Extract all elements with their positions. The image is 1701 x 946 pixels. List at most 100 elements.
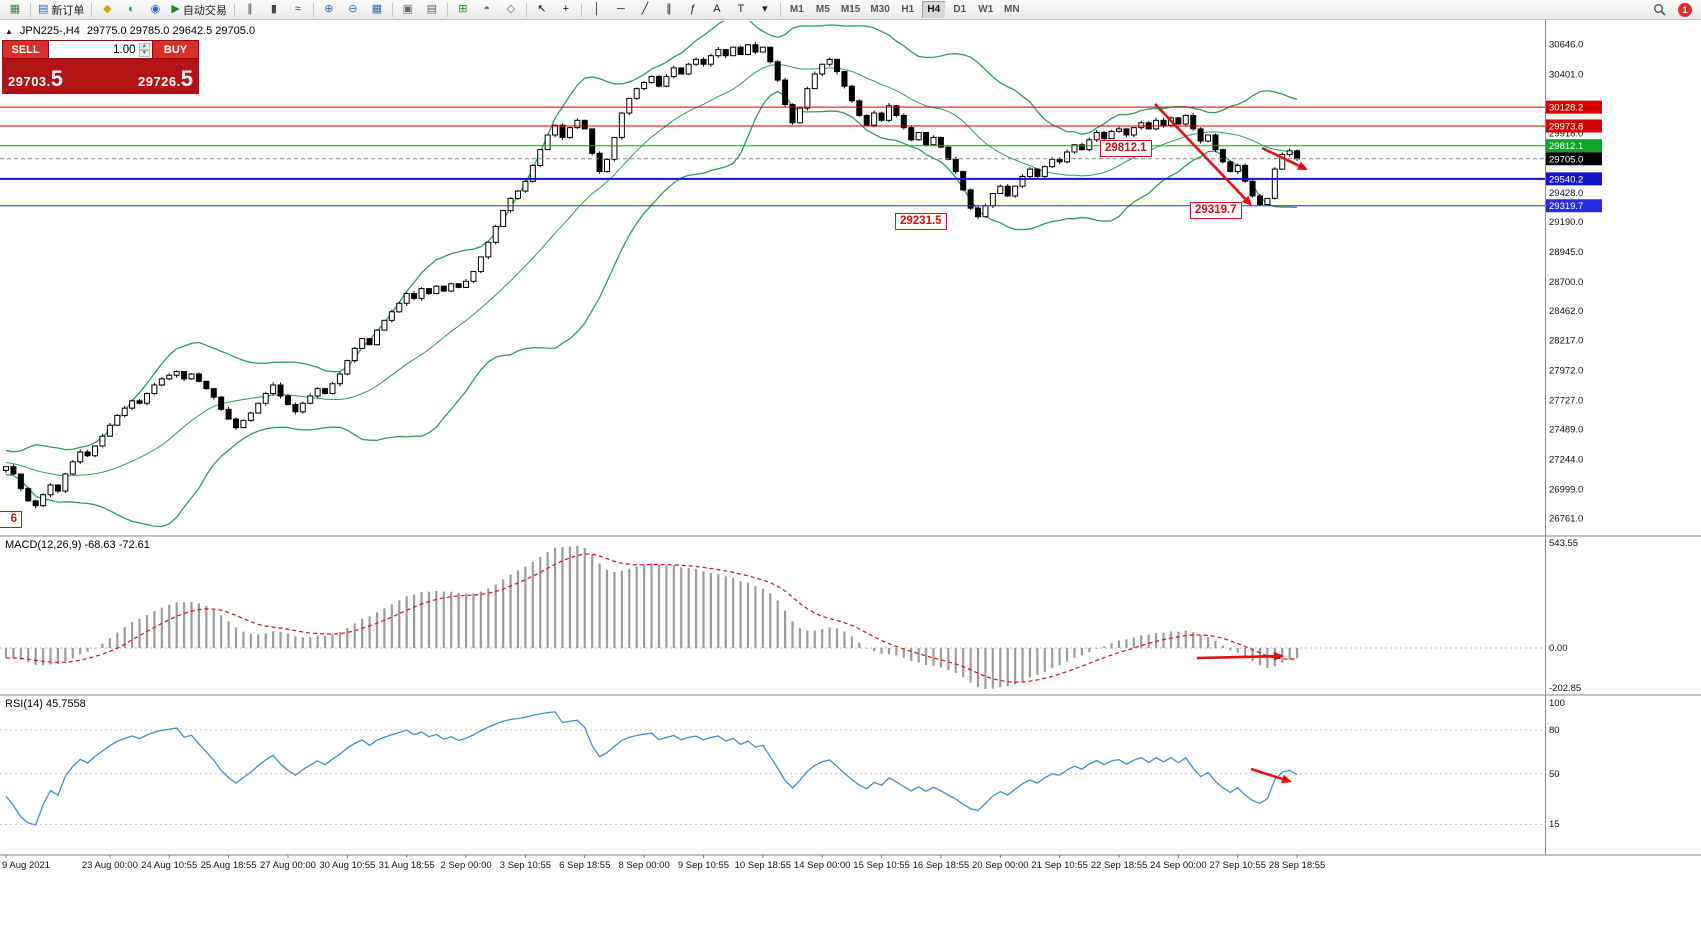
cursor-icon[interactable]: ↖ (531, 1, 553, 19)
trend-arrow-head (1273, 651, 1284, 661)
candles (3, 42, 1301, 509)
horizontal-line-icon[interactable]: ─ (610, 1, 632, 19)
tile-windows-icon[interactable]: ▦ (366, 1, 388, 19)
search-icon[interactable] (1648, 1, 1670, 19)
svg-text:30646.0: 30646.0 (1549, 40, 1583, 51)
periods-icon[interactable]: ◓ (476, 1, 498, 19)
timeframe-w1-button[interactable]: W1 (978, 4, 994, 15)
sell-price-dec: 5 (50, 66, 64, 91)
data-window-icon[interactable]: ◐ (120, 1, 142, 19)
one-click-trading-panel: SELL ▲ ▼ BUY 29703. 5 29726. 5 (2, 40, 199, 94)
timeframe-mn-button[interactable]: MN (1004, 4, 1020, 15)
periods-icon: ◓ (483, 3, 491, 15)
timeframe-m5-button[interactable]: M5 (815, 4, 830, 15)
arrows-dropdown-icon: ▾ (762, 3, 768, 15)
templates-icon: ◇ (506, 3, 516, 15)
timeframe-m30-button[interactable]: M30 (870, 4, 890, 15)
timeframe-h1-button[interactable]: H1 (901, 4, 915, 15)
zoom-out-icon[interactable]: ⊖ (342, 1, 364, 19)
zoom-in-icon[interactable]: ⊕ (318, 1, 340, 19)
vertical-line-icon[interactable]: │ (586, 1, 608, 19)
candlestick-chart-icon[interactable]: ▮ (263, 1, 285, 19)
fibonacci-icon[interactable]: ƒ (682, 1, 704, 19)
sell-button[interactable]: SELL (2, 40, 49, 59)
svg-text:27972.0: 27972.0 (1549, 366, 1583, 377)
macd-signal-line (5, 553, 1298, 683)
line-chart-icon[interactable]: ≈ (287, 1, 309, 19)
svg-text:27 Aug 00:00: 27 Aug 00:00 (260, 860, 316, 871)
rsi-label: RSI(14) 45.7558 (5, 698, 86, 710)
volume-input[interactable] (83, 43, 136, 56)
notification-badge[interactable]: 1 (1678, 2, 1692, 17)
channel-icon[interactable]: ∥ (658, 1, 680, 19)
auto-arrange-icon[interactable]: ▣ (397, 1, 419, 19)
trend-arrow[interactable] (1250, 767, 1287, 782)
svg-text:10 Sep 18:55: 10 Sep 18:55 (735, 860, 792, 871)
text-icon[interactable]: A (706, 1, 728, 19)
svg-text:30128.2: 30128.2 (1549, 103, 1583, 114)
svg-text:543.55: 543.55 (1549, 538, 1578, 549)
svg-text:80: 80 (1549, 725, 1560, 736)
svg-text:9 Aug 2021: 9 Aug 2021 (2, 860, 50, 871)
add-indicator-icon[interactable]: ⊞ (452, 1, 474, 19)
trend-arrow[interactable] (1196, 654, 1279, 660)
chart-icon: ▲ (5, 26, 13, 36)
buy-price[interactable]: 29726. 5 (138, 66, 193, 91)
spinner-up-icon[interactable]: ▲ (138, 42, 150, 50)
trendline-icon[interactable]: ╱ (634, 1, 656, 19)
volume-spinner[interactable]: ▲ ▼ (138, 42, 150, 57)
spinner-down-icon[interactable]: ▼ (138, 49, 150, 57)
main-chart-panel[interactable] (3, 15, 1301, 528)
svg-text:27 Sep 10:55: 27 Sep 10:55 (1209, 860, 1266, 871)
svg-text:31 Aug 18:55: 31 Aug 18:55 (379, 860, 435, 871)
timeframe-h4-button[interactable]: H4 (921, 0, 946, 19)
macd-panel[interactable] (0, 546, 1545, 689)
svg-text:21 Sep 10:55: 21 Sep 10:55 (1031, 860, 1088, 871)
svg-text:9 Sep 10:55: 9 Sep 10:55 (678, 860, 729, 871)
channel-icon: ∥ (666, 3, 672, 15)
arrows-dropdown-icon[interactable]: ▾ (754, 1, 776, 19)
text-label-icon[interactable]: T (730, 1, 752, 19)
svg-text:0.00: 0.00 (1549, 643, 1568, 654)
metaeditor-icon[interactable]: ◆ (96, 1, 118, 19)
vertical-line-icon: │ (593, 3, 601, 15)
sell-price[interactable]: 29703. 5 (8, 66, 64, 91)
trend-arrow[interactable] (1261, 146, 1304, 169)
volume-field: ▲ ▼ (49, 40, 152, 59)
strategy-tester-icon[interactable]: ◉ (144, 1, 166, 19)
cascade-windows-icon[interactable]: ▤ (421, 1, 443, 19)
svg-text:8 Sep 00:00: 8 Sep 00:00 (618, 860, 669, 871)
symbol-period-label: JPN225-,H4 (19, 25, 80, 37)
svg-text:28700.0: 28700.0 (1549, 277, 1583, 288)
buy-button[interactable]: BUY (152, 40, 199, 59)
bar-chart-icon[interactable]: ∥ (239, 1, 261, 19)
trend-arrow[interactable] (1154, 103, 1249, 203)
svg-text:27244.0: 27244.0 (1549, 454, 1583, 465)
svg-text:29812.1: 29812.1 (1549, 141, 1583, 152)
svg-text:26999.0: 26999.0 (1549, 484, 1583, 495)
timeframe-m15-button[interactable]: M15 (840, 4, 861, 15)
svg-text:28 Sep 18:55: 28 Sep 18:55 (1269, 860, 1326, 871)
svg-text:29973.8: 29973.8 (1549, 121, 1583, 132)
svg-text:14 Sep 00:00: 14 Sep 00:00 (794, 860, 851, 871)
buy-price-dec: 5 (180, 66, 193, 91)
svg-text:16 Sep 18:55: 16 Sep 18:55 (913, 860, 970, 871)
new-chart-icon[interactable]: ▦ (4, 1, 26, 19)
svg-text:29540.2: 29540.2 (1549, 174, 1583, 185)
macd-label: MACD(12,26,9) -68.63 -72.61 (5, 539, 150, 551)
svg-text:50: 50 (1549, 769, 1560, 780)
rsi-panel[interactable] (0, 711, 1545, 826)
level-lines[interactable] (0, 106, 1545, 207)
templates-icon[interactable]: ◇ (500, 1, 522, 19)
new-order-button[interactable]: ▤ 新订单 (35, 1, 87, 19)
crosshair-icon[interactable]: + (555, 1, 577, 19)
timeframe-m1-button[interactable]: M1 (789, 4, 804, 15)
horizontal-line-icon: ─ (616, 3, 625, 15)
text-icon: A (713, 3, 721, 15)
crosshair-icon: + (562, 3, 570, 15)
autotrading-button[interactable]: ▶ 自动交易 (168, 1, 229, 19)
fibonacci-icon: ƒ (689, 3, 696, 15)
drawn-arrows[interactable] (1154, 103, 1308, 784)
timeframe-d1-button[interactable]: D1 (953, 4, 967, 15)
